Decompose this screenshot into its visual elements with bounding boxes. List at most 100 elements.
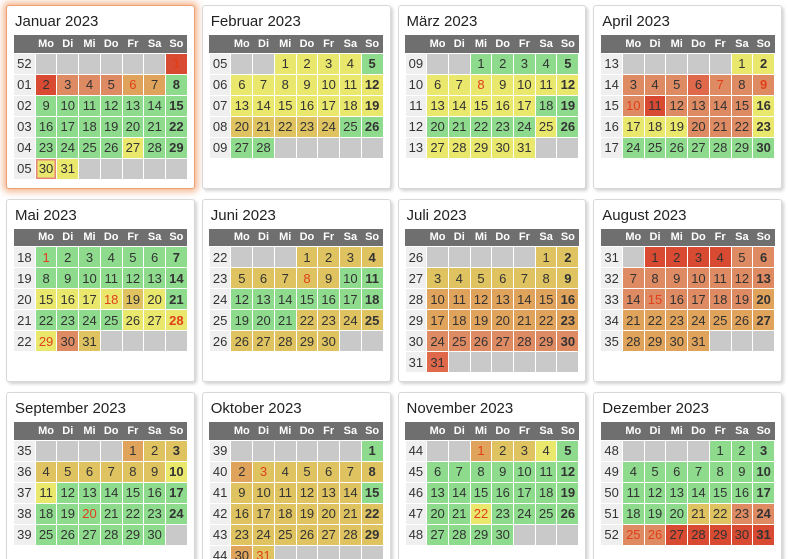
day-cell[interactable]: 16 bbox=[491, 481, 515, 504]
day-cell[interactable]: 3 bbox=[513, 52, 536, 75]
day-cell[interactable]: 8 bbox=[643, 267, 667, 289]
day-cell[interactable]: 22 bbox=[360, 502, 384, 525]
day-cell[interactable]: 3 bbox=[752, 439, 775, 462]
day-cell[interactable]: 19 bbox=[665, 115, 689, 138]
day-cell[interactable]: 8 bbox=[164, 73, 188, 96]
day-cell[interactable]: 8 bbox=[34, 267, 58, 289]
day-cell[interactable]: 30 bbox=[56, 330, 80, 352]
day-cell[interactable]: 4 bbox=[360, 246, 384, 268]
day-cell[interactable]: 17 bbox=[513, 94, 536, 117]
day-cell[interactable]: 31 bbox=[252, 544, 275, 559]
day-cell[interactable]: 30 bbox=[665, 330, 689, 352]
day-cell[interactable]: 13 bbox=[687, 94, 710, 117]
day-cell[interactable]: 6 bbox=[665, 460, 689, 483]
day-cell[interactable]: 4 bbox=[534, 439, 558, 462]
day-cell[interactable]: 13 bbox=[143, 267, 166, 289]
day-cell[interactable]: 16 bbox=[230, 502, 254, 525]
day-cell[interactable]: 10 bbox=[513, 460, 536, 483]
day-cell[interactable]: 13 bbox=[426, 94, 449, 117]
day-cell[interactable]: 7 bbox=[708, 73, 732, 96]
day-cell[interactable]: 29 bbox=[708, 523, 732, 546]
day-cell[interactable]: 18 bbox=[643, 115, 667, 138]
day-cell[interactable]: 24 bbox=[513, 115, 536, 138]
day-cell[interactable]: 27 bbox=[121, 136, 145, 159]
day-cell[interactable]: 7 bbox=[273, 267, 297, 289]
day-cell[interactable]: 9 bbox=[491, 460, 515, 483]
day-cell[interactable]: 21 bbox=[99, 502, 123, 525]
day-cell[interactable]: 8 bbox=[469, 73, 493, 96]
day-cell[interactable]: 2 bbox=[556, 246, 580, 268]
day-cell[interactable]: 20 bbox=[665, 502, 689, 525]
day-cell[interactable]: 19 bbox=[295, 502, 319, 525]
day-cell[interactable]: 20 bbox=[78, 502, 101, 525]
day-cell[interactable]: 2 bbox=[56, 246, 80, 268]
day-cell[interactable]: 8 bbox=[121, 460, 145, 483]
day-cell[interactable]: 18 bbox=[447, 309, 471, 331]
day-cell[interactable]: 5 bbox=[295, 460, 319, 483]
day-cell[interactable]: 21 bbox=[164, 288, 188, 310]
day-cell[interactable]: 5 bbox=[665, 73, 689, 96]
day-cell[interactable]: 5 bbox=[730, 246, 754, 268]
day-cell[interactable]: 8 bbox=[360, 460, 384, 483]
day-cell[interactable]: 18 bbox=[339, 94, 362, 117]
day-cell[interactable]: 17 bbox=[513, 481, 536, 504]
day-cell[interactable]: 25 bbox=[99, 309, 123, 331]
day-cell[interactable]: 25 bbox=[534, 502, 558, 525]
day-cell[interactable]: 20 bbox=[121, 115, 145, 138]
day-cell[interactable]: 29 bbox=[121, 523, 145, 546]
day-cell[interactable]: 21 bbox=[447, 115, 471, 138]
day-cell[interactable]: 23 bbox=[143, 502, 166, 525]
day-cell[interactable]: 6 bbox=[426, 460, 449, 483]
day-cell[interactable]: 11 bbox=[339, 73, 362, 96]
day-cell[interactable]: 16 bbox=[317, 288, 340, 310]
day-cell[interactable]: 19 bbox=[230, 309, 254, 331]
day-cell[interactable]: 26 bbox=[556, 115, 580, 138]
day-cell[interactable]: 17 bbox=[339, 288, 362, 310]
day-cell[interactable]: 29 bbox=[34, 330, 58, 352]
day-cell[interactable]: 13 bbox=[78, 481, 101, 504]
day-cell[interactable]: 11 bbox=[273, 481, 297, 504]
day-cell[interactable]: 15 bbox=[643, 288, 667, 310]
day-cell[interactable]: 1 bbox=[34, 246, 58, 268]
day-cell[interactable]: 19 bbox=[99, 115, 123, 138]
day-cell[interactable]: 20 bbox=[687, 115, 710, 138]
day-cell[interactable]: 14 bbox=[447, 481, 471, 504]
day-cell[interactable]: 11 bbox=[99, 267, 123, 289]
day-cell[interactable]: 2 bbox=[295, 52, 319, 75]
day-cell[interactable]: 6 bbox=[687, 73, 710, 96]
day-cell[interactable]: 31 bbox=[752, 523, 775, 546]
day-cell[interactable]: 1 bbox=[295, 246, 319, 268]
day-cell[interactable]: 30 bbox=[143, 523, 166, 546]
day-cell[interactable]: 29 bbox=[643, 330, 667, 352]
day-cell[interactable]: 12 bbox=[556, 73, 580, 96]
day-cell[interactable]: 27 bbox=[252, 330, 275, 352]
day-cell[interactable]: 10 bbox=[164, 460, 188, 483]
day-cell[interactable]: 4 bbox=[534, 52, 558, 75]
day-cell[interactable]: 28 bbox=[164, 309, 188, 331]
day-cell[interactable]: 13 bbox=[317, 481, 340, 504]
day-cell[interactable]: 12 bbox=[556, 460, 580, 483]
day-cell[interactable]: 24 bbox=[252, 523, 275, 546]
day-cell[interactable]: 22 bbox=[469, 115, 493, 138]
day-cell[interactable]: 19 bbox=[556, 481, 580, 504]
day-cell[interactable]: 1 bbox=[360, 439, 384, 462]
day-cell[interactable]: 7 bbox=[687, 460, 710, 483]
day-cell[interactable]: 20 bbox=[317, 502, 340, 525]
day-cell[interactable]: 3 bbox=[687, 246, 710, 268]
day-cell[interactable]: 10 bbox=[252, 481, 275, 504]
day-cell[interactable]: 28 bbox=[273, 330, 297, 352]
day-cell[interactable]: 2 bbox=[491, 439, 515, 462]
day-cell[interactable]: 17 bbox=[252, 502, 275, 525]
day-cell[interactable]: 17 bbox=[317, 94, 340, 117]
day-cell[interactable]: 7 bbox=[621, 267, 645, 289]
day-cell[interactable]: 17 bbox=[687, 288, 710, 310]
day-cell[interactable]: 12 bbox=[56, 481, 80, 504]
day-cell[interactable]: 24 bbox=[752, 502, 775, 525]
day-cell[interactable]: 22 bbox=[534, 309, 558, 331]
day-cell[interactable]: 10 bbox=[78, 267, 101, 289]
day-cell[interactable]: 14 bbox=[273, 288, 297, 310]
day-cell[interactable]: 8 bbox=[273, 73, 297, 96]
day-cell[interactable]: 12 bbox=[643, 481, 667, 504]
day-cell[interactable]: 26 bbox=[56, 523, 80, 546]
day-cell[interactable]: 3 bbox=[164, 439, 188, 462]
